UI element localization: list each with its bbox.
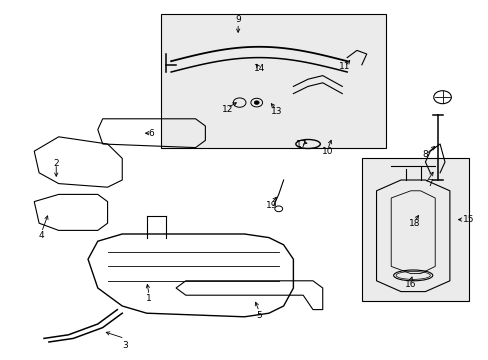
Text: 2: 2: [53, 159, 59, 168]
Text: 18: 18: [408, 219, 420, 228]
Text: 8: 8: [422, 150, 427, 159]
Text: 15: 15: [462, 215, 473, 224]
Circle shape: [254, 101, 259, 104]
Text: 14: 14: [253, 64, 264, 73]
Text: 6: 6: [148, 129, 154, 138]
Text: 19: 19: [265, 201, 277, 210]
Text: 9: 9: [235, 15, 241, 24]
Text: 4: 4: [39, 231, 44, 240]
Polygon shape: [161, 14, 386, 148]
Text: 1: 1: [146, 294, 152, 303]
Text: 12: 12: [221, 105, 233, 114]
Text: 13: 13: [270, 107, 282, 116]
Text: 17: 17: [295, 140, 307, 149]
Text: 3: 3: [122, 341, 127, 350]
Text: 11: 11: [338, 62, 350, 71]
Text: 16: 16: [404, 280, 416, 289]
Text: 7: 7: [427, 179, 432, 188]
Text: 10: 10: [321, 147, 333, 156]
Text: 5: 5: [256, 310, 262, 320]
Polygon shape: [361, 158, 468, 301]
